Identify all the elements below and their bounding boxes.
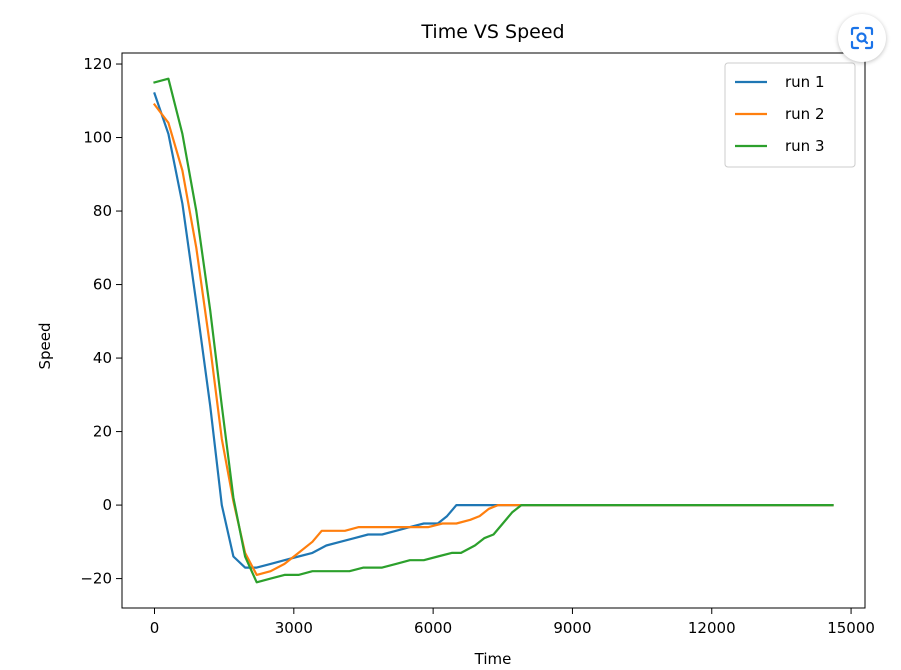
x-tick-label: 0 — [150, 619, 160, 637]
y-axis-ticks: −20 0 20 40 60 80 100 120 — [80, 55, 122, 588]
visual-search-button[interactable] — [838, 14, 886, 62]
chart-title: Time VS Speed — [420, 21, 564, 43]
legend-label: run 3 — [785, 137, 825, 155]
y-tick-label: −20 — [80, 570, 112, 588]
series-line-run-1 — [153, 92, 834, 569]
y-tick-label: 80 — [93, 202, 112, 220]
series-line-run-3 — [153, 77, 834, 584]
x-tick-label: 15000 — [827, 619, 875, 637]
x-tick-label: 9000 — [553, 619, 591, 637]
legend: run 1 run 2 run 3 — [724, 62, 856, 168]
x-axis-ticks: 0 3000 6000 9000 12000 15000 — [150, 608, 875, 637]
x-tick-label: 6000 — [414, 619, 452, 637]
y-axis-label: Speed — [36, 322, 54, 369]
legend-box — [724, 62, 856, 168]
plot-frame — [121, 52, 866, 609]
visual-search-icon — [850, 26, 874, 50]
x-tick-label: 3000 — [275, 619, 313, 637]
series-lines — [152, 77, 834, 584]
y-tick-label: 120 — [83, 55, 112, 73]
series-line-run-2 — [152, 102, 834, 577]
legend-label: run 1 — [785, 73, 825, 91]
y-tick-label: 20 — [93, 423, 112, 441]
x-axis-label: Time — [474, 650, 512, 668]
x-tick-label: 12000 — [688, 619, 736, 637]
y-tick-label: 60 — [93, 276, 112, 294]
legend-label: run 2 — [785, 105, 825, 123]
y-tick-label: 40 — [93, 349, 112, 367]
y-tick-label: 100 — [83, 129, 112, 147]
y-tick-label: 0 — [102, 496, 112, 514]
